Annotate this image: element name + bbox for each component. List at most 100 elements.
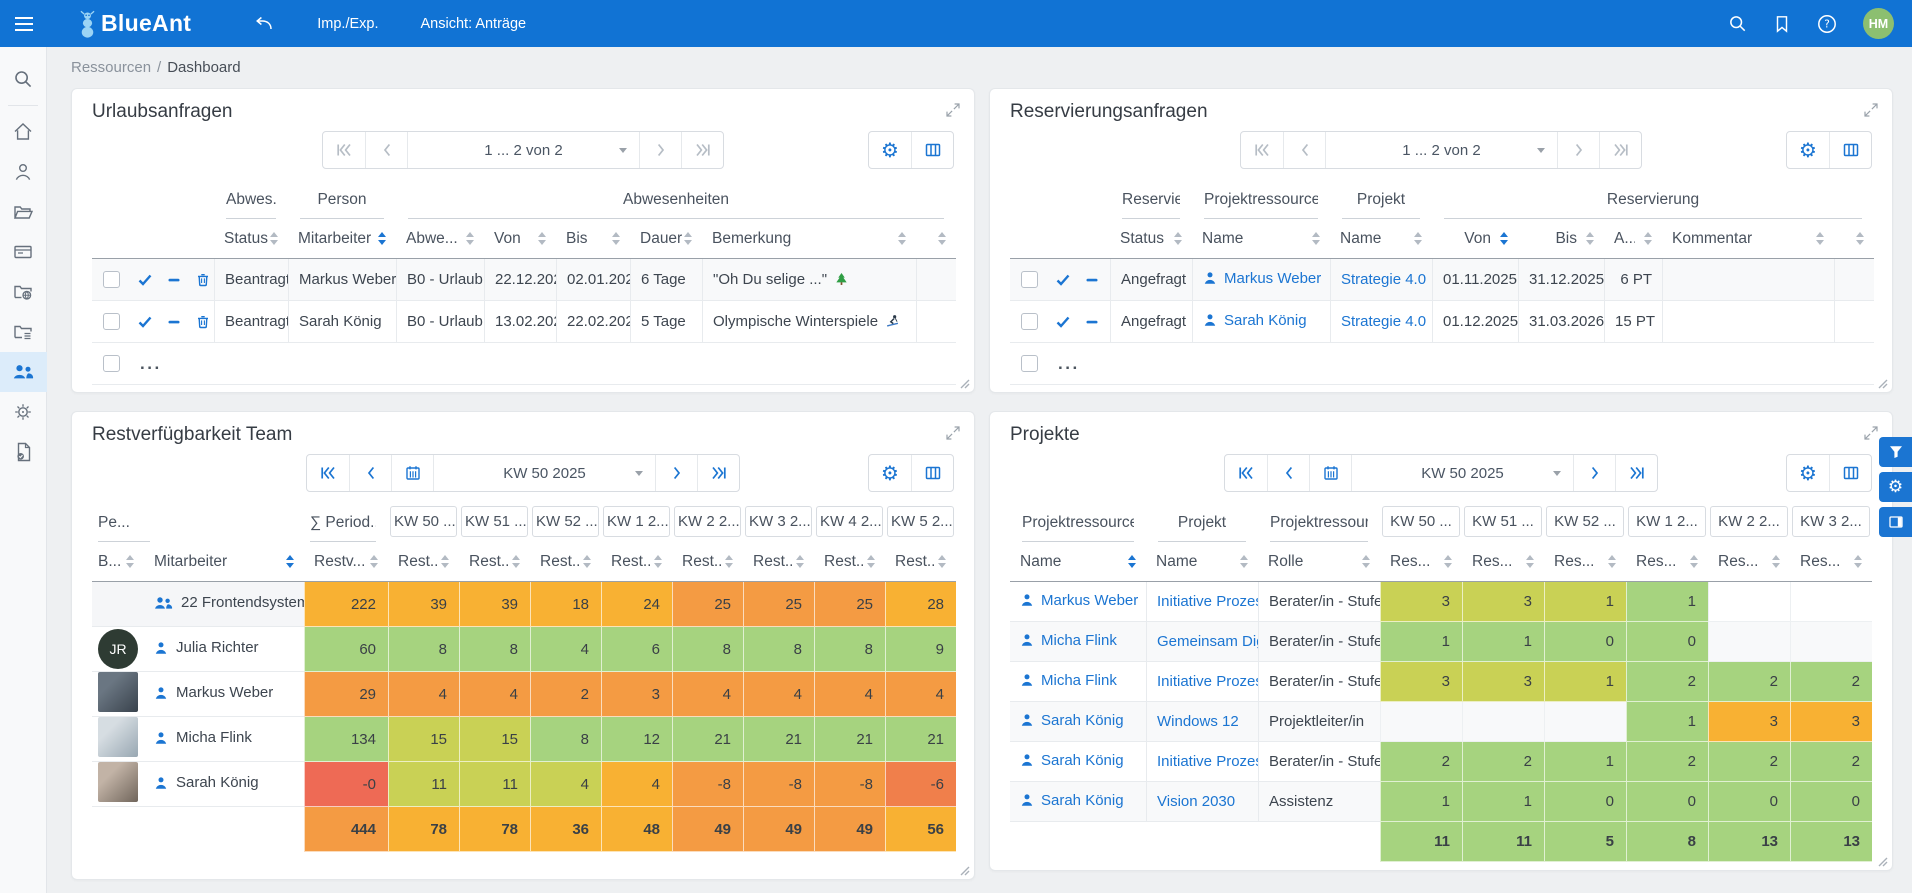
- resource-link[interactable]: Markus Weber: [1020, 592, 1138, 609]
- row-checkbox[interactable]: [1021, 313, 1038, 330]
- sidebar-item-profile[interactable]: [0, 152, 47, 192]
- sort-icon[interactable]: [284, 553, 296, 570]
- row-checkbox[interactable]: [103, 355, 120, 372]
- sidebar-item-approvals[interactable]: [0, 432, 47, 472]
- row-checkbox[interactable]: [1021, 355, 1038, 372]
- nav-import-export[interactable]: Imp./Exp.: [317, 16, 378, 32]
- sort-icon[interactable]: [1172, 230, 1184, 247]
- row-checkbox[interactable]: [103, 271, 120, 288]
- page-last-button[interactable]: [697, 455, 739, 491]
- sidebar-item-documents[interactable]: [0, 312, 47, 352]
- page-next-button[interactable]: [1557, 132, 1599, 168]
- reject-icon[interactable]: [1085, 315, 1099, 329]
- columns-button[interactable]: [1829, 455, 1871, 491]
- resource-link[interactable]: Micha Flink: [1020, 632, 1117, 649]
- sort-icon[interactable]: [1606, 553, 1618, 570]
- resize-handle[interactable]: [958, 377, 970, 389]
- settings-gear-button[interactable]: ⚙: [869, 455, 911, 491]
- projekt-link[interactable]: Strategie 4.0: [1341, 271, 1426, 288]
- sort-icon[interactable]: [1126, 553, 1138, 570]
- page-last-button[interactable]: [1599, 132, 1641, 168]
- projekt-link[interactable]: Vision 2030: [1157, 793, 1235, 810]
- page-next-button[interactable]: [655, 455, 697, 491]
- projekt-link[interactable]: Strategie 4.0: [1341, 313, 1426, 330]
- delete-icon[interactable]: [196, 273, 210, 287]
- columns-button[interactable]: [911, 132, 953, 168]
- approve-icon[interactable]: [1056, 273, 1070, 287]
- sort-icon[interactable]: [1524, 553, 1536, 570]
- approve-icon[interactable]: [138, 315, 152, 329]
- projekt-link[interactable]: Initiative Prozesse: [1157, 753, 1258, 770]
- help-icon[interactable]: [1817, 14, 1837, 34]
- columns-button[interactable]: [1829, 132, 1871, 168]
- hamburger-menu-icon[interactable]: [0, 16, 47, 32]
- sort-icon[interactable]: [723, 553, 735, 570]
- sidebar-item-settings[interactable]: [0, 392, 47, 432]
- sidebar-item-home[interactable]: [0, 112, 47, 152]
- page-next-button[interactable]: [639, 132, 681, 168]
- resource-link[interactable]: Sarah König: [1020, 752, 1124, 769]
- sort-icon[interactable]: [124, 553, 136, 570]
- page-last-button[interactable]: [1615, 455, 1657, 491]
- page-first-button[interactable]: [323, 132, 365, 168]
- widget-actions-icon[interactable]: [946, 103, 960, 117]
- sort-icon[interactable]: [1688, 553, 1700, 570]
- mitarbeiter-name[interactable]: Markus Weber: [154, 684, 273, 701]
- page-first-button[interactable]: [1225, 455, 1267, 491]
- sort-icon[interactable]: [581, 553, 593, 570]
- projekt-link[interactable]: Gemeinsam Digital: [1157, 633, 1258, 650]
- reject-icon[interactable]: [167, 273, 181, 287]
- period-select[interactable]: KW 50 2025: [433, 455, 655, 491]
- resource-link[interactable]: Micha Flink: [1020, 672, 1117, 689]
- columns-button[interactable]: [911, 455, 953, 491]
- sidebar-item-portfolio[interactable]: [0, 272, 47, 312]
- reject-icon[interactable]: [1085, 273, 1099, 287]
- resize-handle[interactable]: [1876, 855, 1888, 867]
- page-prev-button[interactable]: [1267, 455, 1309, 491]
- filter-button[interactable]: [1879, 437, 1912, 467]
- widget-actions-icon[interactable]: [1864, 426, 1878, 440]
- sort-icon[interactable]: [794, 553, 806, 570]
- more-options[interactable]: ...: [1058, 354, 1080, 373]
- bookmark-icon[interactable]: [1773, 15, 1791, 33]
- sort-icon[interactable]: [268, 230, 280, 247]
- more-options[interactable]: ...: [140, 354, 162, 373]
- period-select[interactable]: KW 50 2025: [1351, 455, 1573, 491]
- sort-icon[interactable]: [936, 230, 948, 247]
- search-icon[interactable]: [1728, 14, 1747, 33]
- page-select[interactable]: 1 ... 2 von 2: [407, 132, 639, 168]
- sort-icon[interactable]: [1852, 553, 1864, 570]
- sort-icon[interactable]: [439, 553, 451, 570]
- resize-handle[interactable]: [958, 864, 970, 876]
- page-select[interactable]: 1 ... 2 von 2: [1325, 132, 1557, 168]
- page-prev-button[interactable]: [1283, 132, 1325, 168]
- resource-link[interactable]: Sarah König: [1020, 712, 1124, 729]
- reject-icon[interactable]: [167, 315, 181, 329]
- nav-ansicht-antraege[interactable]: Ansicht: Anträge: [421, 16, 527, 32]
- sort-icon[interactable]: [1238, 553, 1250, 570]
- projekt-link[interactable]: Initiative Prozesse: [1157, 593, 1258, 610]
- mitarbeiter-name[interactable]: Micha Flink: [154, 729, 252, 746]
- sort-icon[interactable]: [376, 230, 388, 247]
- approve-icon[interactable]: [138, 273, 152, 287]
- sort-icon[interactable]: [1584, 230, 1596, 247]
- sort-icon[interactable]: [1310, 230, 1322, 247]
- widget-actions-icon[interactable]: [946, 426, 960, 440]
- sort-icon[interactable]: [536, 230, 548, 247]
- settings-gear-button[interactable]: ⚙: [869, 132, 911, 168]
- page-prev-button[interactable]: [365, 132, 407, 168]
- sort-icon[interactable]: [1412, 230, 1424, 247]
- app-logo[interactable]: BlueAnt: [75, 10, 191, 38]
- page-first-button[interactable]: [1241, 132, 1283, 168]
- resize-handle[interactable]: [1876, 377, 1888, 389]
- dashboard-settings-button[interactable]: ⚙: [1879, 472, 1912, 502]
- sort-icon[interactable]: [1642, 230, 1654, 247]
- page-last-button[interactable]: [681, 132, 723, 168]
- sort-icon[interactable]: [1814, 230, 1826, 247]
- page-prev-button[interactable]: [349, 455, 391, 491]
- back-button[interactable]: [253, 15, 275, 33]
- sidebar-item-projects[interactable]: [0, 192, 47, 232]
- sort-icon[interactable]: [1442, 553, 1454, 570]
- sort-icon[interactable]: [368, 553, 380, 570]
- widget-actions-icon[interactable]: [1864, 103, 1878, 117]
